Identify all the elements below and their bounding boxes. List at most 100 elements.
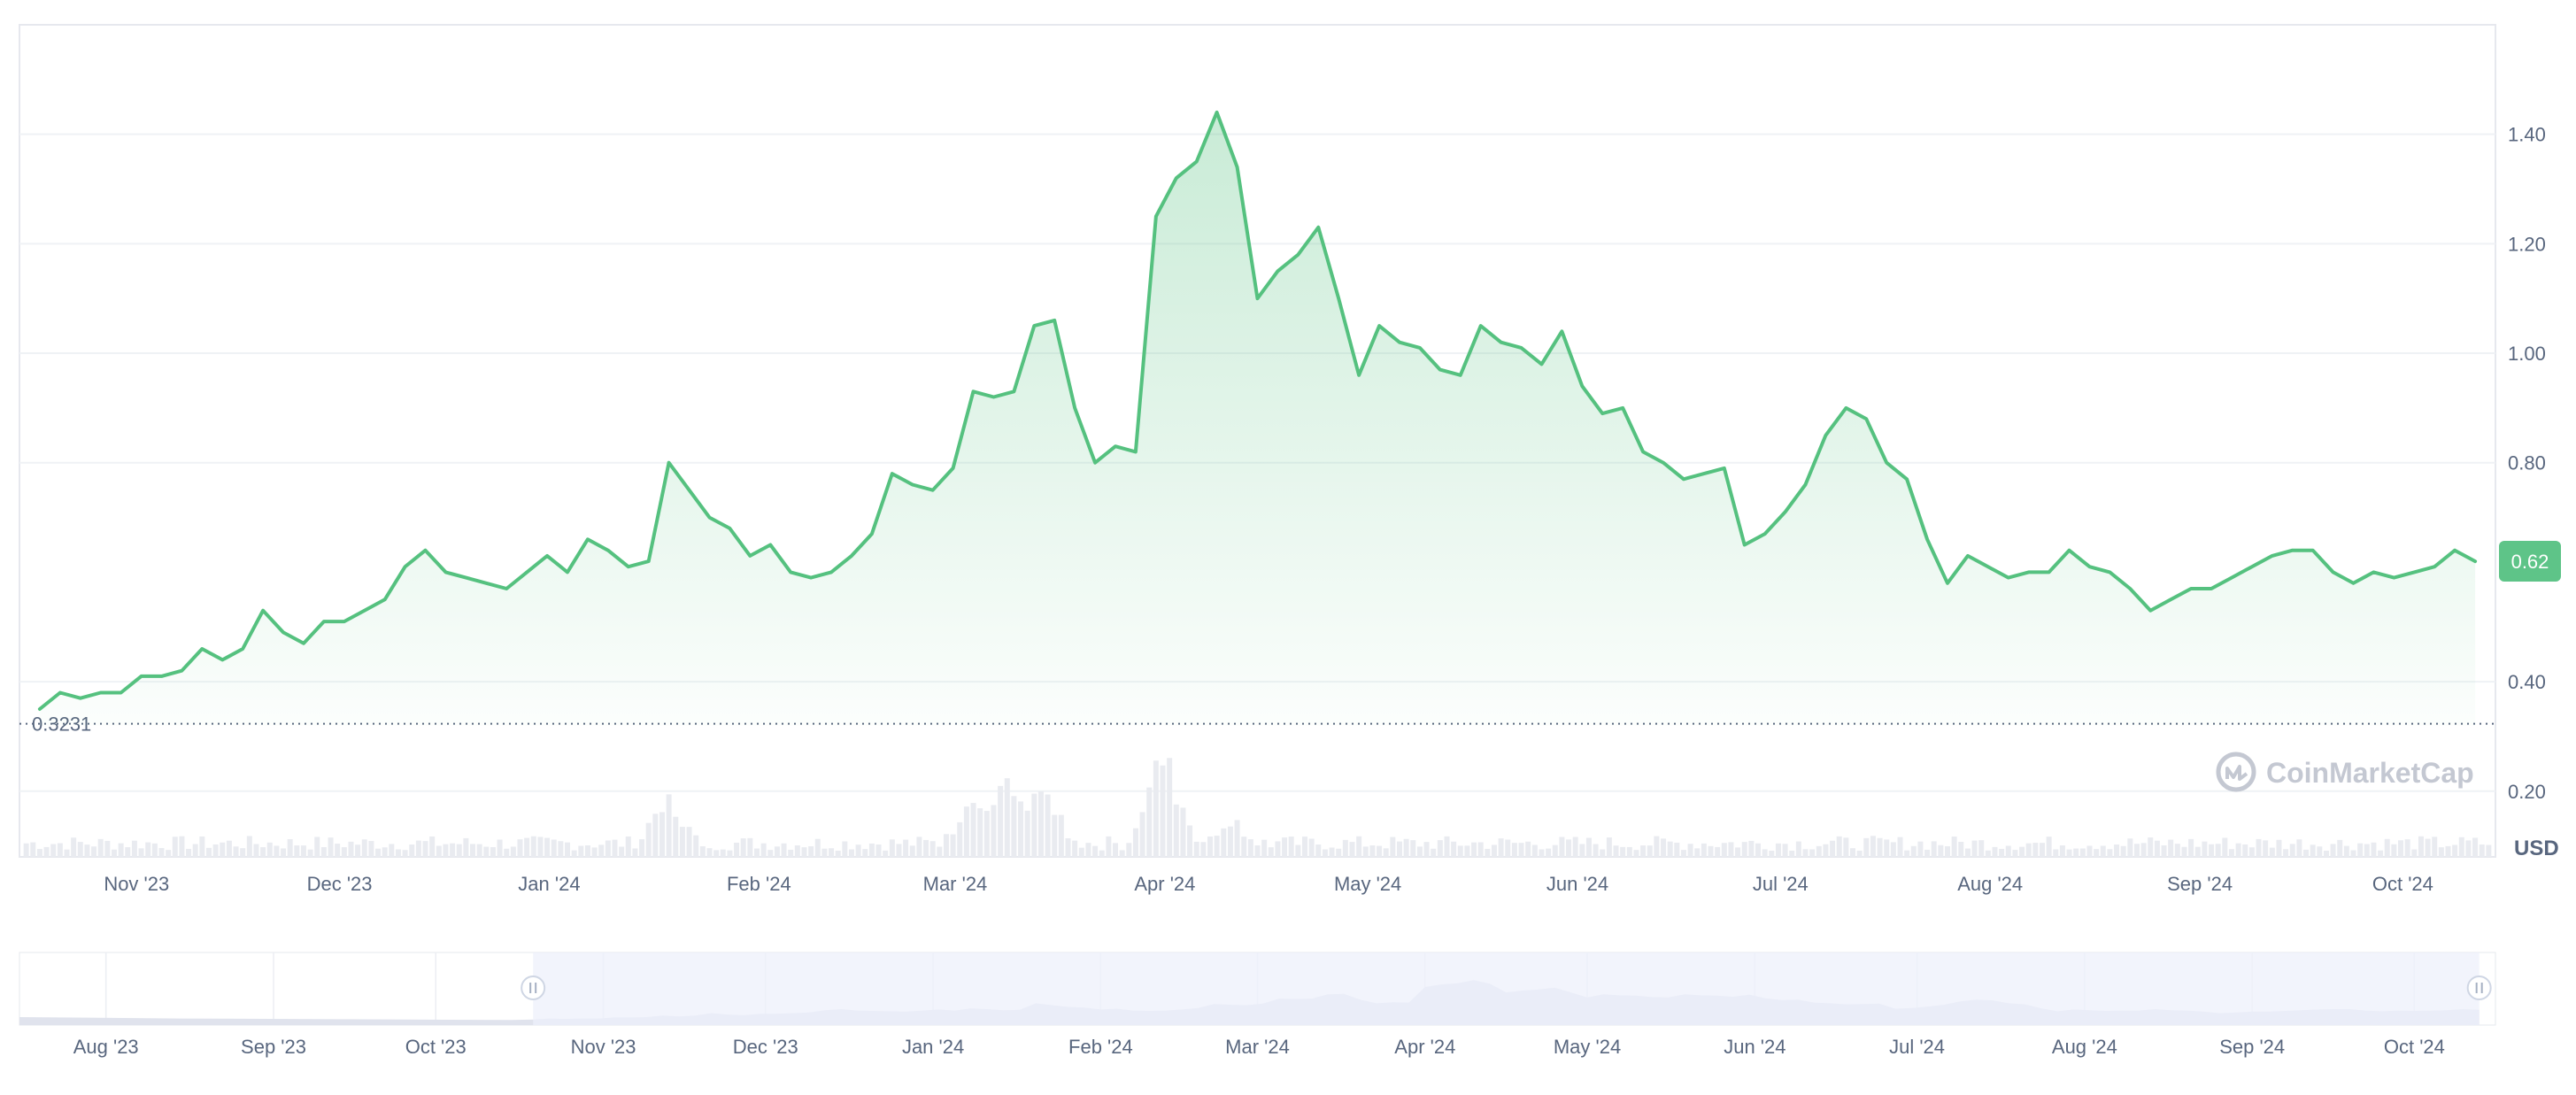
volume-bar <box>1004 778 1010 857</box>
volume-bar <box>781 843 787 857</box>
x-tick-label: Nov '23 <box>104 873 169 895</box>
volume-bar <box>909 845 915 857</box>
volume-bar <box>1579 844 1585 857</box>
volume-bar <box>950 834 956 857</box>
volume-bar <box>1167 758 1173 857</box>
x-tick-label: Sep '24 <box>2167 873 2233 895</box>
volume-bar <box>97 838 104 857</box>
volume-bar <box>260 847 266 857</box>
volume-bar <box>382 847 388 857</box>
volume-bar <box>1620 846 1626 857</box>
volume-bar <box>1356 836 1362 857</box>
volume-bar <box>1559 837 1565 857</box>
volume-bar <box>2404 839 2410 857</box>
volume-bar <box>328 837 334 857</box>
volume-bar <box>1566 839 1572 857</box>
volume-bar <box>1403 838 1409 857</box>
volume-bar <box>1667 841 1673 857</box>
volume-bar <box>1931 841 1937 857</box>
volume-bar <box>517 839 523 857</box>
volume-bar <box>645 822 652 857</box>
volume-bar <box>753 848 760 857</box>
volume-bar <box>1498 838 1504 857</box>
y-tick-label: 1.00 <box>2508 343 2546 365</box>
x-tick-label: Jan '24 <box>518 873 580 895</box>
volume-bar <box>1377 845 1383 857</box>
volume-bar <box>903 839 909 857</box>
volume-bar <box>2371 842 2377 857</box>
volume-bar <box>2276 839 2282 857</box>
volume-bar <box>767 850 774 857</box>
volume-bar <box>2053 849 2059 857</box>
volume-bar <box>2310 844 2316 857</box>
volume-bar <box>2133 844 2140 857</box>
volume-bar <box>233 846 239 857</box>
volume-bar <box>274 845 280 857</box>
volume-bar <box>450 843 456 857</box>
volume-bar <box>1113 843 1119 857</box>
navigator-x-tick-label: May '24 <box>1554 1036 1621 1058</box>
range-navigator[interactable]: Aug '23 Sep '23 Oct '23 Nov '23 Dec '23 Jan '… <box>19 952 2496 1058</box>
volume-bar <box>1518 843 1524 857</box>
volume-bar <box>355 844 361 857</box>
volume-bar <box>1457 845 1463 857</box>
volume-bar <box>1011 796 1017 857</box>
volume-bar <box>1971 840 1978 857</box>
volume-bar <box>1288 837 1294 857</box>
volume-bar <box>1613 845 1619 857</box>
volume-bar <box>91 846 97 857</box>
volume-bar <box>1661 838 1667 857</box>
volume-bar <box>632 848 638 857</box>
navigator-selected-range[interactable] <box>533 952 2480 1025</box>
volume-bar <box>84 844 90 857</box>
volume-bar <box>565 842 571 857</box>
volume-bar <box>1748 840 1755 857</box>
current-price-badge-bg <box>2499 541 2561 582</box>
volume-bar <box>1092 845 1099 857</box>
volume-bar <box>2012 850 2018 857</box>
volume-bar <box>2242 844 2248 857</box>
volume-bar <box>314 837 320 857</box>
volume-bar <box>1423 842 1430 857</box>
volume-bar <box>2107 849 2113 857</box>
volume-bar <box>2452 844 2458 857</box>
volume-bar <box>131 840 137 857</box>
volume-bar <box>1721 843 1727 857</box>
volume-bar <box>896 844 902 857</box>
volume-bar <box>1964 848 1971 857</box>
volume-bar <box>1633 850 1639 857</box>
volume-bar <box>1126 843 1132 857</box>
x-tick-label: Aug '24 <box>1957 873 2023 895</box>
volume-bar <box>300 845 306 857</box>
volume-bar <box>1295 844 1301 857</box>
volume-bar <box>1106 836 1112 857</box>
navigator-left-handle[interactable] <box>521 975 546 1000</box>
volume-bar <box>929 841 936 857</box>
volume-bar <box>679 827 685 857</box>
volume-bar <box>835 850 841 857</box>
volume-bar <box>551 839 557 857</box>
volume-bar <box>294 845 300 857</box>
volume-bar <box>2161 844 2167 857</box>
volume-bar <box>2059 845 2065 857</box>
volume-bar <box>1505 839 1511 857</box>
volume-bar <box>504 848 510 857</box>
coinmarketcap-logo-icon <box>2216 752 2256 792</box>
volume-bar <box>1904 850 1910 857</box>
volume-bar <box>1180 807 1186 857</box>
volume-bar <box>510 846 516 857</box>
y-axis: 1.40 1.20 1.00 0.80 0.40 0.20 <box>2508 124 2546 803</box>
volume-bar <box>1329 847 1335 857</box>
volume-bar <box>1674 842 1680 857</box>
price-line[interactable] <box>37 110 2478 711</box>
y-tick-label: 1.40 <box>2508 124 2546 146</box>
volume-bar <box>923 839 929 857</box>
navigator-x-tick-label: Dec '23 <box>733 1036 798 1058</box>
volume-bar <box>199 836 205 857</box>
volume-bar <box>50 844 57 857</box>
volume-bar <box>1132 828 1138 857</box>
navigator-right-handle[interactable] <box>2466 975 2492 1000</box>
volume-bar <box>409 844 415 857</box>
